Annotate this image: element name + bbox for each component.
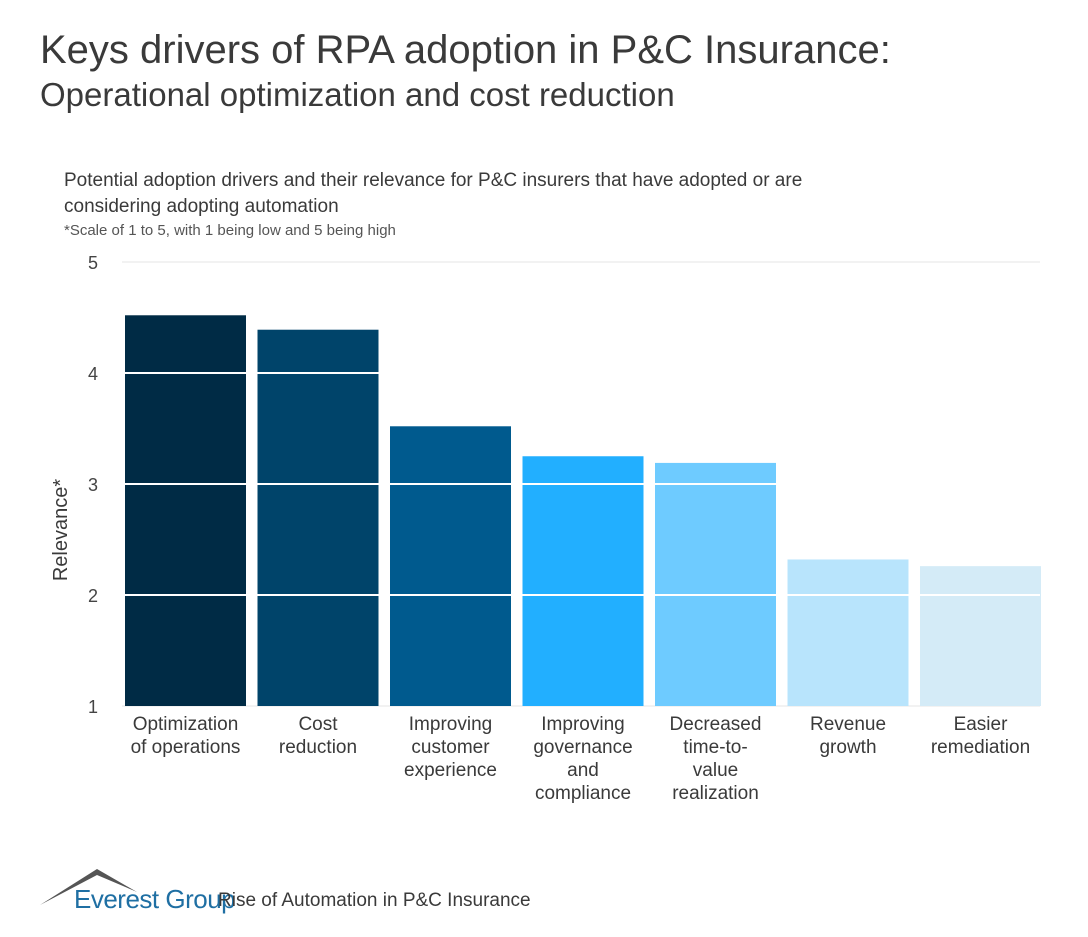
bar bbox=[125, 315, 246, 706]
x-tick-label: Optimization bbox=[133, 714, 239, 735]
bar bbox=[655, 462, 776, 706]
y-tick-label: 1 bbox=[88, 697, 98, 717]
x-tick-label: of operations bbox=[131, 737, 241, 758]
x-tick-label: Improving bbox=[409, 714, 492, 735]
bar bbox=[522, 456, 644, 706]
x-tick-label: Cost bbox=[298, 714, 338, 735]
y-tick-label: 3 bbox=[88, 475, 98, 495]
x-tick-label: and bbox=[567, 760, 599, 781]
everest-group-logo: Everest Group bbox=[74, 884, 236, 914]
chart-title: Potential adoption drivers and their rel… bbox=[64, 170, 803, 217]
x-tick-label: value bbox=[693, 760, 738, 781]
x-tick-label: experience bbox=[404, 760, 497, 781]
x-tick-label: time-to- bbox=[683, 737, 747, 758]
source-label: Rise of Automation in P&C Insurance bbox=[218, 890, 531, 911]
page-subtitle: Operational optimization and cost reduct… bbox=[40, 76, 675, 113]
x-tick-label: reduction bbox=[279, 737, 357, 758]
x-tick-label: Decreased bbox=[670, 714, 762, 735]
x-tick-label: governance bbox=[533, 737, 632, 758]
x-tick-label: compliance bbox=[535, 783, 631, 804]
y-tick-label: 4 bbox=[88, 364, 98, 384]
bar bbox=[390, 426, 511, 706]
x-tick-label: Revenue bbox=[810, 714, 886, 735]
y-tick-label: 5 bbox=[88, 253, 98, 273]
scale-note: *Scale of 1 to 5, with 1 being low and 5… bbox=[64, 222, 396, 239]
x-tick-label: customer bbox=[411, 737, 490, 758]
x-tick-label: Easier bbox=[954, 714, 1009, 735]
x-tick-label: growth bbox=[819, 737, 876, 758]
bar bbox=[920, 566, 1041, 706]
page-title: Keys drivers of RPA adoption in P&C Insu… bbox=[40, 28, 891, 72]
x-tick-label: realization bbox=[672, 783, 759, 804]
y-tick-label: 2 bbox=[88, 586, 98, 606]
bar bbox=[257, 329, 379, 706]
y-axis-label: Relevance* bbox=[50, 479, 72, 582]
x-tick-label: remediation bbox=[931, 737, 1030, 758]
x-tick-label: Improving bbox=[541, 714, 624, 735]
bar bbox=[787, 559, 909, 706]
